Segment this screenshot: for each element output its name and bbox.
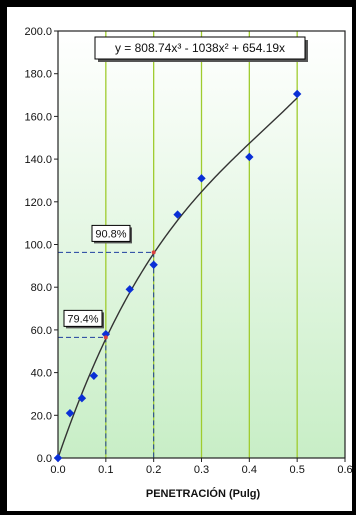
equation-box-border [94,36,306,60]
annotations: 79.4% 90.8% [63,224,156,340]
data-point-2 [77,394,87,403]
x-tick-label-5: 0.5 [290,464,305,476]
y-tick-label-9: 180.0 [24,69,52,81]
data-point-10 [292,89,302,99]
x-tick-label-0: 0.0 [50,464,65,476]
y-tick-label-1: 20.0 [31,410,52,422]
trendline-equation: y = 808.74x³ - 1038x² + 654.19x [115,41,285,55]
data-point-1 [65,408,75,418]
data-point-4 [101,329,111,339]
data-point-6 [149,260,158,269]
x-tick-label-3: 0.3 [194,464,209,476]
data-point-5 [125,285,134,294]
trendline-curve [57,97,298,459]
x-axis-title: PENETRACIÓN (Pulg) [146,487,261,500]
data-point-8 [197,174,206,183]
y-tick-label-8: 160.0 [24,111,52,123]
annotation-box-0 [63,309,103,327]
data-point-9 [245,152,254,162]
x-tick-label-2: 0.2 [146,464,161,476]
equation-box: y = 808.74x³ - 1038x² + 654.19x [94,36,308,62]
axes: 0.0 20.0 40.0 60.0 80.0 100.0 120.0 140.0 160.0 1… [24,26,352,476]
data-point-3 [89,371,99,381]
x-tick-label-4: 0.4 [242,464,257,476]
x-tick-label-6: 0.6 [337,464,352,476]
annotation-label-1: 90.8% [95,228,126,240]
trendline [57,97,298,459]
annotation-marker-0 [103,335,108,340]
y-tick-label-7: 140.0 [24,154,52,166]
data-point-0 [53,453,63,463]
y-tick-label-4: 80.0 [31,282,52,294]
data-points [53,89,302,463]
x-tick-label-1: 0.1 [98,464,113,476]
y-tick-label-10: 200.0 [24,26,52,38]
y-tick-label-5: 100.0 [24,240,52,252]
guide-lines [58,251,155,458]
y-tick-label-6: 120.0 [24,197,52,209]
y-tick-label-0: 0.0 [37,453,52,465]
data-point-7 [173,210,182,219]
annotation-label-0: 79.4% [67,313,98,325]
y-tick-label-3: 60.0 [31,325,52,337]
annotation-marker-1 [151,250,156,255]
annotation-box-1 [91,224,131,242]
y-tick-label-2: 40.0 [31,368,52,380]
